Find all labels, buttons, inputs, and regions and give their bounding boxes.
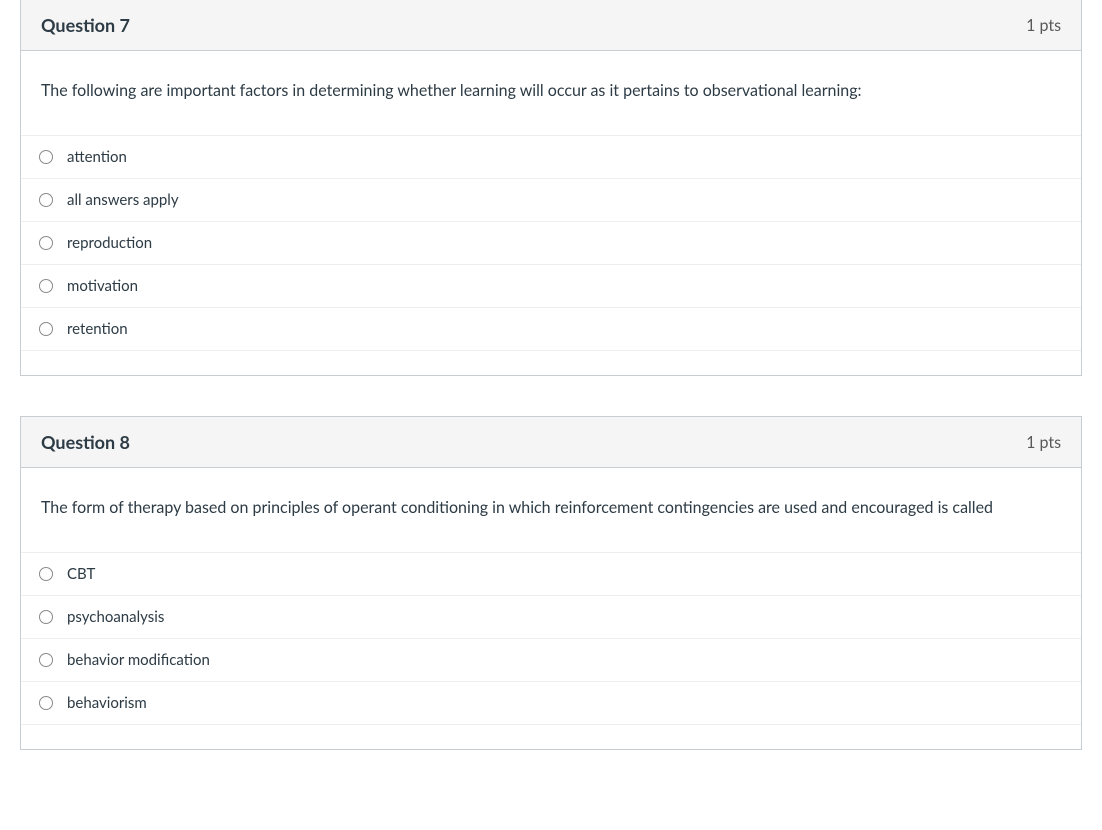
radio-icon[interactable] <box>39 322 53 336</box>
answer-option[interactable]: attention <box>21 135 1081 178</box>
radio-icon[interactable] <box>39 696 53 710</box>
question-body: The form of therapy based on principles … <box>21 468 1081 552</box>
answer-option[interactable]: reproduction <box>21 221 1081 264</box>
answer-label: behaviorism <box>67 694 147 712</box>
answer-option[interactable]: behaviorism <box>21 681 1081 725</box>
radio-icon[interactable] <box>39 236 53 250</box>
question-body: The following are important factors in d… <box>21 51 1081 135</box>
answer-list: CBT psychoanalysis behavior modification… <box>21 552 1081 749</box>
question-prompt: The following are important factors in d… <box>41 79 1061 103</box>
question-header: Question 8 1 pts <box>21 417 1081 468</box>
question-points: 1 pts <box>1026 16 1061 35</box>
answer-label: motivation <box>67 277 138 295</box>
question-prompt: The form of therapy based on principles … <box>41 496 1061 520</box>
answer-label: CBT <box>67 565 95 583</box>
radio-icon[interactable] <box>39 150 53 164</box>
question-block: Question 7 1 pts The following are impor… <box>20 0 1082 376</box>
question-header: Question 7 1 pts <box>21 0 1081 51</box>
answer-option[interactable]: all answers apply <box>21 178 1081 221</box>
answer-label: attention <box>67 148 127 166</box>
radio-icon[interactable] <box>39 653 53 667</box>
answer-option[interactable]: behavior modification <box>21 638 1081 681</box>
answer-option[interactable]: retention <box>21 307 1081 351</box>
answer-option[interactable]: psychoanalysis <box>21 595 1081 638</box>
radio-icon[interactable] <box>39 610 53 624</box>
answer-label: retention <box>67 320 128 338</box>
question-block: Question 8 1 pts The form of therapy bas… <box>20 416 1082 750</box>
radio-icon[interactable] <box>39 567 53 581</box>
answer-label: psychoanalysis <box>67 608 164 626</box>
answer-label: all answers apply <box>67 191 179 209</box>
radio-icon[interactable] <box>39 193 53 207</box>
answer-label: reproduction <box>67 234 152 252</box>
question-title: Question 8 <box>41 431 130 453</box>
answer-option[interactable]: motivation <box>21 264 1081 307</box>
answer-list: attention all answers apply reproduction… <box>21 135 1081 375</box>
answer-label: behavior modification <box>67 651 210 669</box>
radio-icon[interactable] <box>39 279 53 293</box>
answer-option[interactable]: CBT <box>21 552 1081 595</box>
question-points: 1 pts <box>1026 433 1061 452</box>
question-title: Question 7 <box>41 14 130 36</box>
